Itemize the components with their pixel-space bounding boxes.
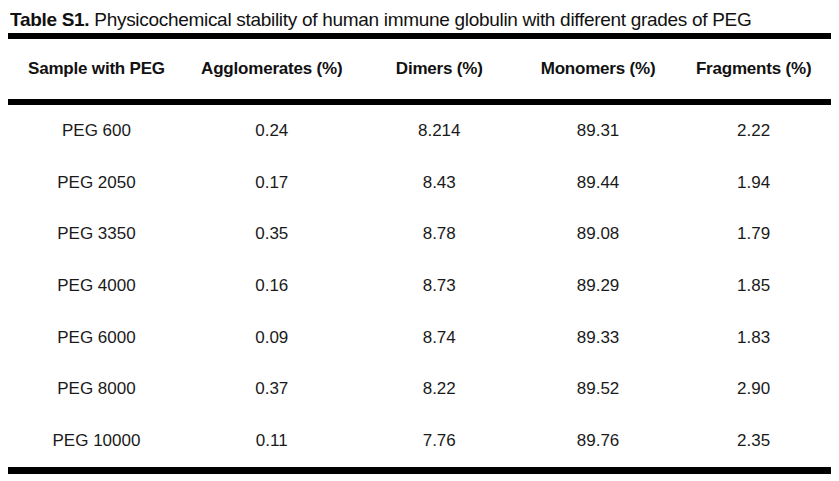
fragments-cell: 1.79	[676, 208, 831, 260]
agglomerates-cell: 0.16	[185, 260, 359, 312]
fragments-cell: 1.83	[676, 312, 831, 364]
fragments-cell: 2.35	[676, 415, 831, 470]
monomers-cell: 89.33	[520, 312, 676, 364]
table-caption-label: Table S1.	[10, 9, 89, 30]
agglomerates-cell: 0.11	[185, 415, 359, 470]
table-row: PEG 600 0.24 8.214 89.31 2.22	[8, 102, 831, 157]
monomers-cell: 89.44	[520, 157, 676, 209]
column-header-agglomerates: Agglomerates (%)	[185, 36, 359, 102]
dimers-cell: 8.73	[359, 260, 520, 312]
monomers-cell: 89.52	[520, 363, 676, 415]
sample-cell: PEG 6000	[8, 312, 185, 364]
table-row: PEG 8000 0.37 8.22 89.52 2.90	[8, 363, 831, 415]
monomers-cell: 89.29	[520, 260, 676, 312]
dimers-cell: 8.43	[359, 157, 520, 209]
column-header-sample: Sample with PEG	[8, 36, 185, 102]
table-caption: Table S1.Physicochemical stability of hu…	[10, 7, 831, 33]
column-header-dimers: Dimers (%)	[359, 36, 520, 102]
table-row: PEG 4000 0.16 8.73 89.29 1.85	[8, 260, 831, 312]
peg-stability-table: Sample with PEG Agglomerates (%) Dimers …	[8, 33, 831, 474]
monomers-cell: 89.08	[520, 208, 676, 260]
paper-page: Table S1.Physicochemical stability of hu…	[0, 0, 839, 481]
table-caption-text: Physicochemical stability of human immun…	[94, 9, 751, 30]
column-header-monomers: Monomers (%)	[520, 36, 676, 102]
agglomerates-cell: 0.37	[185, 363, 359, 415]
sample-cell: PEG 3350	[8, 208, 185, 260]
table-row: PEG 2050 0.17 8.43 89.44 1.94	[8, 157, 831, 209]
fragments-cell: 1.85	[676, 260, 831, 312]
sample-cell: PEG 600	[8, 102, 185, 157]
agglomerates-cell: 0.35	[185, 208, 359, 260]
dimers-cell: 7.76	[359, 415, 520, 470]
table-row: PEG 10000 0.11 7.76 89.76 2.35	[8, 415, 831, 470]
monomers-cell: 89.31	[520, 102, 676, 157]
header-row: Sample with PEG Agglomerates (%) Dimers …	[8, 36, 831, 102]
fragments-cell: 2.90	[676, 363, 831, 415]
dimers-cell: 8.74	[359, 312, 520, 364]
sample-cell: PEG 4000	[8, 260, 185, 312]
sample-cell: PEG 8000	[8, 363, 185, 415]
dimers-cell: 8.78	[359, 208, 520, 260]
table-row: PEG 3350 0.35 8.78 89.08 1.79	[8, 208, 831, 260]
sample-cell: PEG 10000	[8, 415, 185, 470]
column-header-fragments: Fragments (%)	[676, 36, 831, 102]
table-row: PEG 6000 0.09 8.74 89.33 1.83	[8, 312, 831, 364]
agglomerates-cell: 0.24	[185, 102, 359, 157]
sample-cell: PEG 2050	[8, 157, 185, 209]
monomers-cell: 89.76	[520, 415, 676, 470]
dimers-cell: 8.214	[359, 102, 520, 157]
fragments-cell: 2.22	[676, 102, 831, 157]
agglomerates-cell: 0.17	[185, 157, 359, 209]
fragments-cell: 1.94	[676, 157, 831, 209]
agglomerates-cell: 0.09	[185, 312, 359, 364]
dimers-cell: 8.22	[359, 363, 520, 415]
